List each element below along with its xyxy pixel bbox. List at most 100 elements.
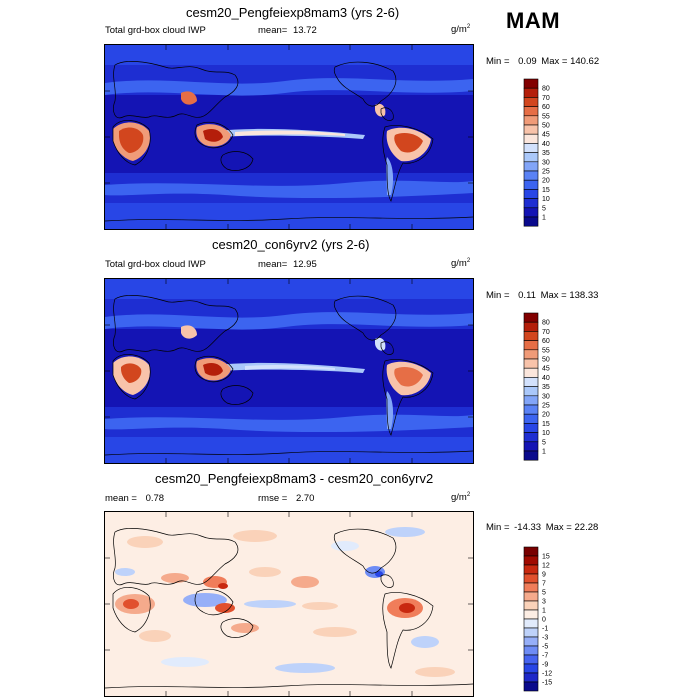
mean-value: 13.72	[292, 25, 317, 36]
colorbar-box	[523, 170, 539, 181]
rmse-value: 2.70	[295, 493, 315, 504]
colorbar-tick-label: 1	[542, 215, 546, 222]
colorbar-box	[523, 340, 539, 351]
colorbar-tick-label: 10	[542, 430, 550, 437]
colorbar-tick-label: 10	[542, 196, 550, 203]
colorbar-box	[523, 609, 539, 620]
colorbar-box	[523, 663, 539, 674]
colorbar-box	[523, 216, 539, 227]
max-label: Max =	[545, 522, 572, 533]
colorbar-box	[523, 681, 539, 692]
colorbar-box	[523, 106, 539, 117]
colorbar-box	[523, 189, 539, 199]
colorbar-tick-label: -3	[542, 635, 548, 642]
colorbar-tick-label: 40	[542, 375, 550, 382]
panel-mean-ctl: mean= 12.95	[258, 259, 317, 270]
units-text: g/m	[451, 258, 467, 270]
colorbar-tick-label: 50	[542, 123, 550, 130]
panel-title-ctl: cesm20_con6yrv2 (yrs 2-6)	[212, 237, 370, 252]
colorbar-tick-label: 80	[542, 86, 550, 93]
colorbar-tick-label: 50	[542, 357, 550, 364]
colorbar-box	[523, 432, 539, 443]
colorbar-tick-label: 45	[542, 366, 550, 373]
colorbar-tick-label: -15	[542, 680, 552, 687]
colorbar-box	[523, 358, 539, 369]
colorbar-box	[523, 87, 539, 98]
max-label: Max =	[540, 290, 567, 301]
colorbar-tick-label: 40	[542, 141, 550, 148]
colorbar-box	[523, 207, 539, 218]
panel-variable-label-exp: Total grd-box cloud IWP	[105, 25, 206, 36]
colorbar-tick-label: 45	[542, 132, 550, 139]
colorbar-box	[523, 573, 539, 584]
mean-value: 12.95	[292, 259, 317, 270]
colorbar-box	[523, 404, 539, 415]
colorbar-tick-label: 12	[542, 563, 550, 570]
min-label: Min =	[486, 290, 510, 301]
panel-mean-diff: mean = 0.78	[105, 493, 164, 504]
colorbar-tick-label: 1	[542, 449, 546, 456]
colorbar-box	[523, 600, 539, 611]
units-exponent: 2	[466, 492, 471, 498]
colorbar-tick-label: 55	[542, 347, 550, 354]
colorbar-tick-label: 5	[542, 439, 546, 446]
max-value: 22.28	[574, 522, 599, 533]
colorbar-box	[523, 97, 539, 107]
colorbar-box	[523, 627, 539, 638]
colorbar-tick-label: 70	[542, 95, 550, 102]
colorbar-tick-label: -9	[542, 662, 548, 669]
colorbar-tick-label: 15	[542, 187, 550, 194]
mean-label: mean =	[105, 493, 137, 504]
units-text: g/m	[451, 492, 467, 504]
panel-units-ctl: g/m2	[451, 258, 470, 269]
colorbar-box	[523, 143, 539, 153]
colorbar-box	[523, 124, 539, 135]
colorbar-box	[523, 636, 539, 647]
panel-units-exp: g/m2	[451, 24, 470, 35]
min-value: 0.09	[518, 56, 537, 67]
panel-rmse-diff: rmse = 2.70	[258, 493, 314, 504]
colorbar-tick-label: 9	[542, 572, 546, 579]
colorbar-box	[523, 78, 539, 89]
mean-label: mean=	[258, 259, 288, 270]
colorbar-box	[523, 161, 539, 172]
units-text: g/m	[451, 24, 467, 36]
colorbar-tick-label: 0	[542, 617, 546, 624]
colorbar-box	[523, 152, 539, 163]
min-value: 0.11	[518, 290, 536, 301]
colorbar-tick-label: 5	[542, 205, 546, 212]
colorbar-tick-label: -1	[542, 626, 548, 633]
colorbar-tick-label: -5	[542, 644, 548, 651]
colorbar-box	[523, 312, 539, 323]
colorbar-box	[523, 133, 539, 144]
rmse-label: rmse =	[258, 493, 288, 504]
colorbar-tick-label: 1	[542, 608, 546, 615]
colorbar-box	[523, 115, 539, 126]
colorbar-diff: 15 12 9 7 5 3 1 0 -1 -3 -5 -7 -9 -12 -15	[510, 546, 570, 695]
colorbar-tick-label: 15	[542, 554, 550, 561]
colorbar-box	[523, 582, 539, 593]
panel-variable-label-ctl: Total grd-box cloud IWP	[105, 259, 206, 270]
colorbar-box	[523, 645, 539, 656]
max-label: Max =	[541, 56, 568, 67]
colorbar-box	[523, 618, 539, 629]
colorbar-box	[523, 386, 539, 397]
colorbar-tick-label: 80	[542, 320, 550, 327]
colorbar-box	[523, 672, 539, 683]
colorbar-box	[523, 654, 539, 665]
colorbar-tick-label: 30	[542, 393, 550, 400]
colorbar-box	[523, 349, 539, 360]
colorbar-tick-label: -7	[542, 653, 548, 660]
map-field-ctl	[105, 279, 473, 463]
mean-value: 0.78	[145, 493, 165, 504]
colorbar-tick-label: 30	[542, 159, 550, 166]
colorbar-box	[523, 555, 539, 566]
colorbar-tick-label: 25	[542, 169, 550, 176]
colorbar-box	[523, 377, 539, 387]
colorbar-tick-label: 15	[542, 421, 550, 428]
season-label: MAM	[506, 8, 561, 33]
map-panel-ctl	[104, 278, 474, 464]
panel-title-diff: cesm20_Pengfeiexp8mam3 - cesm20_con6yrv2	[155, 471, 434, 486]
panel-units-diff: g/m2	[451, 492, 470, 503]
colorbar-box	[523, 423, 539, 433]
